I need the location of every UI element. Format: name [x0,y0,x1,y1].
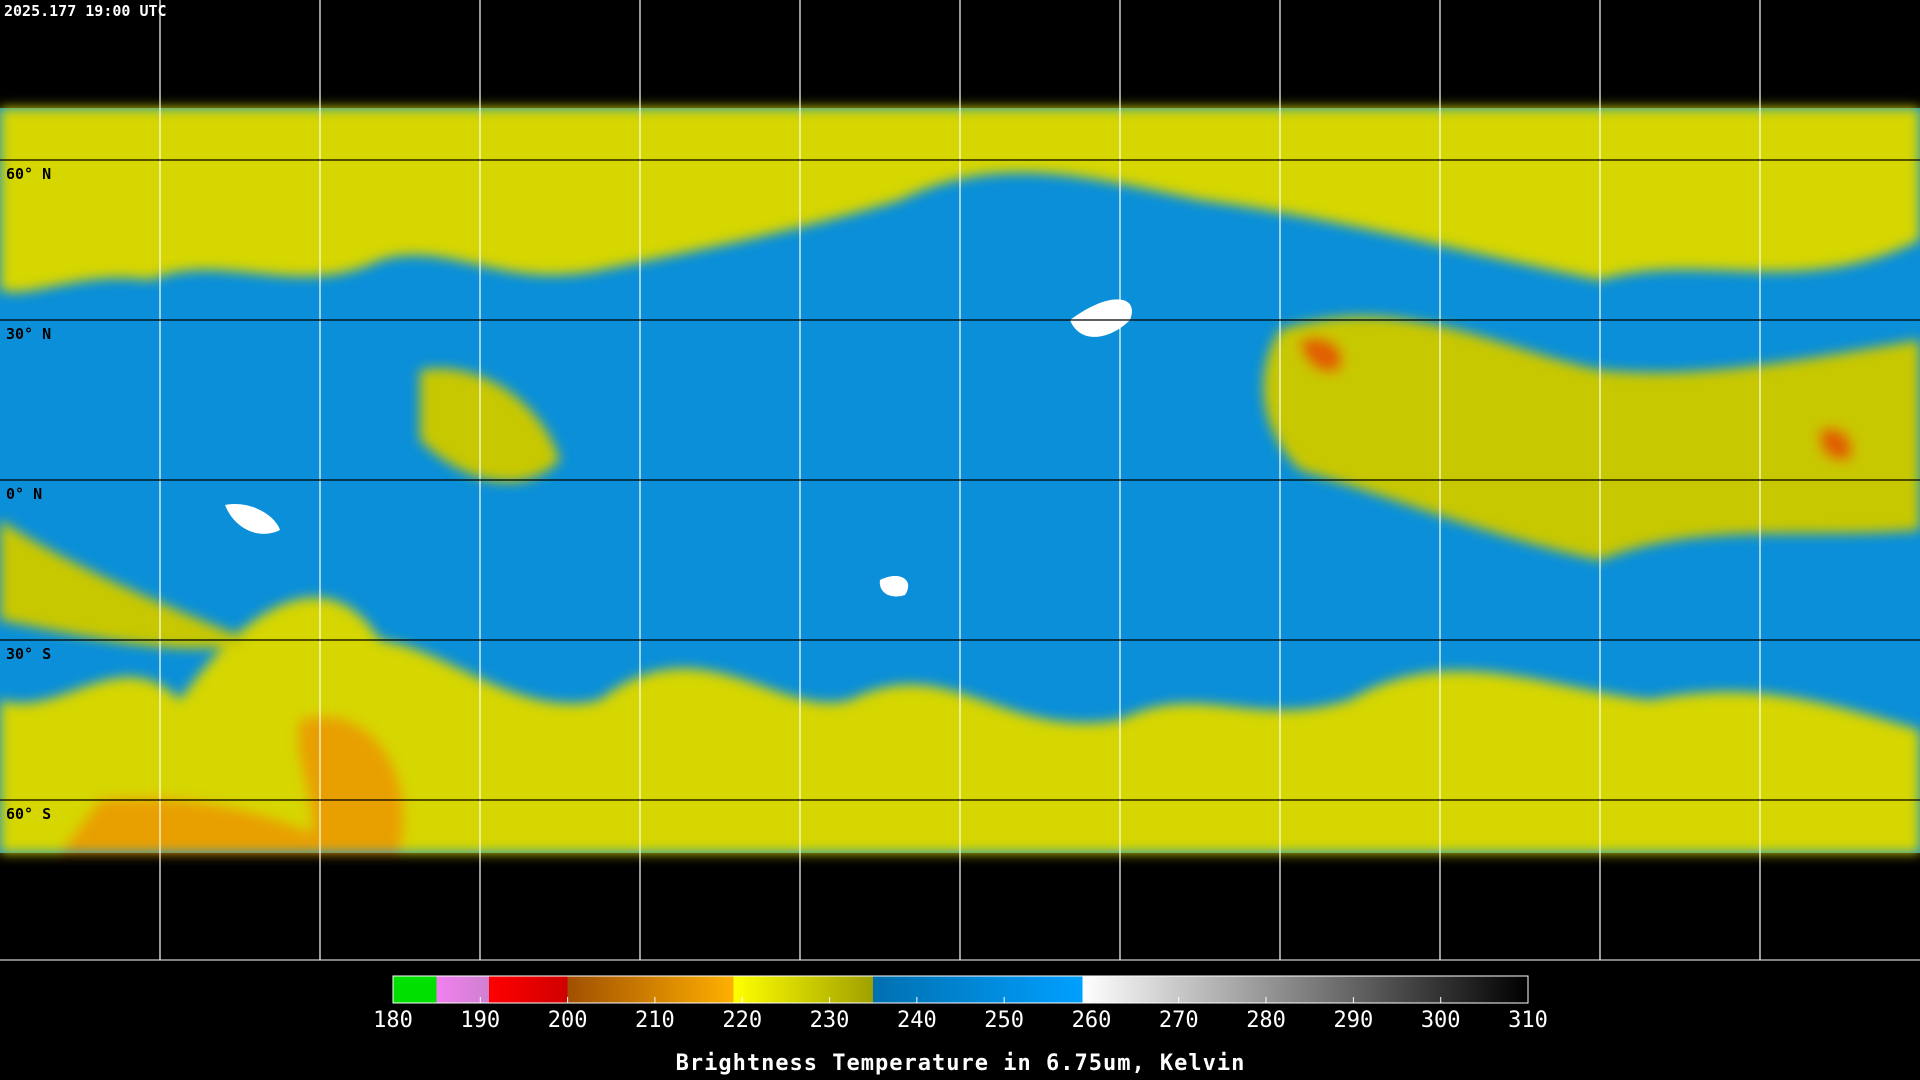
graticule [0,0,1920,961]
colorbar-tick-label: 240 [897,1008,937,1033]
latitude-label: 0° N [6,485,42,503]
latitude-label: 60° S [6,805,51,823]
colorbar-tick-label: 270 [1159,1008,1199,1033]
colorbar-tick-label: 180 [373,1008,413,1033]
dry-spot [879,575,909,597]
colorbar-scale [392,975,1529,1004]
colorbar-tick-label: 300 [1421,1008,1461,1033]
colorbar: 180 190 200 210 220 230 240 250 260 270 280 290 300 3… [373,975,1548,1076]
dry-spot [1070,299,1132,337]
latitude-labels: 60° N 30° N 0° N 30° S 60° S [6,165,51,823]
colorbar-tick-label: 250 [984,1008,1024,1033]
timestamp: 2025.177 19:00 UTC [4,2,167,20]
colorbar-tick-label: 260 [1072,1008,1112,1033]
colorbar-tick-label: 190 [460,1008,500,1033]
latitude-label: 30° N [6,325,51,343]
dry-spot [225,504,280,534]
colorbar-tick-label: 230 [810,1008,850,1033]
colorbar-tick-label: 280 [1246,1008,1286,1033]
latitude-label: 60° N [6,165,51,183]
colorbar-tick-label: 200 [548,1008,588,1033]
colorbar-tick-label: 290 [1334,1008,1374,1033]
colorbar-tick-label: 210 [635,1008,675,1033]
colorbar-title: Brightness Temperature in 6.75um, Kelvin [676,1051,1246,1076]
colorbar-tick-label: 310 [1508,1008,1548,1033]
latitude-label: 30° S [6,645,51,663]
colorbar-tick-label: 220 [722,1008,762,1033]
